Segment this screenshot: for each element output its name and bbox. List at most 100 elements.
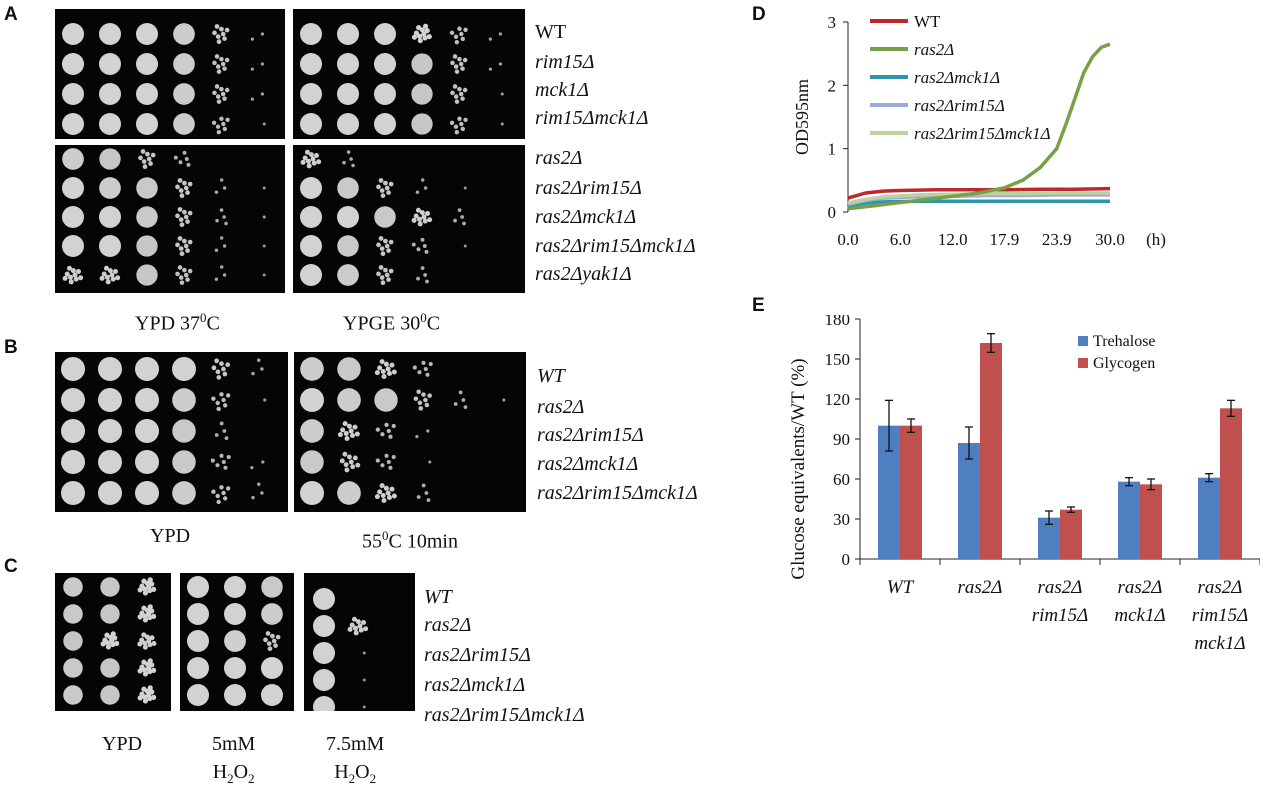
category-label: rim15Δ: [1192, 605, 1249, 626]
colony-dot: [419, 210, 425, 216]
colony-spot: [224, 684, 246, 706]
colony-spot: [337, 23, 359, 45]
colony-dot: [463, 27, 468, 32]
colony-dot: [257, 482, 261, 486]
colony-dot: [383, 485, 389, 491]
colony-dot: [68, 279, 74, 285]
colony-dot: [500, 92, 504, 96]
colony-dot: [391, 369, 397, 375]
bar: [980, 343, 1002, 559]
colony-dot: [178, 160, 183, 165]
colony-dot: [219, 178, 224, 182]
colony-dot: [216, 375, 222, 380]
colony-dot: [263, 637, 268, 643]
colony-dot: [211, 120, 217, 125]
colony-dot: [388, 268, 394, 274]
colony-dot: [224, 27, 230, 33]
plate-a-ypge-bottom: [293, 145, 525, 293]
series-line: [847, 199, 1110, 208]
colony-dot: [100, 641, 106, 647]
colony-spot: [187, 630, 209, 652]
colony-dot: [310, 156, 316, 162]
colony-dot: [449, 30, 455, 35]
colony-dot: [346, 454, 352, 460]
colony-dot: [262, 215, 266, 219]
colony-spot: [61, 357, 85, 381]
colony-dot: [147, 577, 153, 583]
colony-spot: [61, 419, 85, 443]
colony-spot: [300, 83, 322, 105]
category-label: mck1Δ: [1114, 605, 1165, 626]
colony-spot: [374, 23, 396, 45]
colony-spot: [187, 603, 209, 625]
colony-dot: [182, 150, 187, 155]
colony-spot: [374, 388, 398, 412]
colony-dot: [226, 454, 231, 460]
colony-spot: [61, 450, 85, 474]
colony-dot: [273, 643, 278, 648]
colony-dot: [388, 181, 394, 187]
colony-dot: [355, 462, 361, 468]
colony-dot: [262, 122, 266, 126]
colony-dot: [379, 275, 385, 280]
bar: [900, 425, 922, 559]
colony-dot: [173, 155, 178, 160]
colony-dot: [78, 275, 84, 281]
colony-dot: [250, 465, 254, 470]
colony-spot: [100, 604, 120, 624]
colony-dot: [211, 396, 216, 401]
colony-dot: [378, 236, 384, 241]
colony-dot: [363, 626, 369, 632]
colony-dot: [422, 244, 427, 248]
colony-dot: [222, 244, 227, 248]
colony-dot: [105, 279, 111, 285]
legend-label: ras2Δrim15Δ: [914, 96, 1005, 115]
plate-b-heat: [294, 352, 526, 512]
category-label: ras2Δ: [1038, 577, 1083, 598]
colony-dot: [141, 659, 147, 665]
colony-spot: [99, 83, 121, 105]
colony-spot: [172, 481, 196, 505]
colony-dot: [417, 33, 423, 39]
legend-label: Trehalose: [1093, 333, 1156, 350]
colony-dot: [142, 617, 149, 623]
colony-dot: [175, 184, 180, 190]
colony-dot: [453, 218, 457, 223]
colony-dot: [183, 214, 189, 220]
colony-spot: [99, 23, 121, 45]
colony-dot: [384, 185, 390, 191]
colony-dot: [417, 400, 423, 406]
colony-spot: [62, 235, 84, 257]
colony-dot: [453, 34, 459, 39]
colony-dot: [187, 210, 193, 216]
colony-dot: [183, 272, 189, 278]
colony-dot: [500, 122, 504, 126]
colony-dot: [179, 222, 185, 228]
colony-dot: [103, 265, 109, 271]
colony-dot: [375, 427, 380, 432]
colony-dot: [221, 459, 226, 465]
colony-dot: [137, 695, 143, 701]
colony-dot: [380, 432, 385, 437]
colony-spot: [300, 357, 324, 381]
colony-dot: [388, 434, 393, 439]
colony-dot: [353, 630, 359, 636]
colony-dot: [454, 99, 460, 104]
colony-dot: [389, 362, 395, 368]
colony-dot: [388, 465, 393, 470]
colony-dot: [182, 209, 187, 215]
colony-dot: [107, 268, 113, 274]
colony-dot: [346, 423, 352, 429]
colony-spot: [187, 576, 209, 598]
colony-dot: [426, 33, 432, 40]
y-tick-label: 0: [828, 203, 837, 222]
colony-dot: [185, 219, 190, 224]
colony-dot: [110, 631, 116, 637]
panel-d-letter: D: [752, 4, 766, 25]
colony-dot: [221, 490, 226, 496]
colony-dot: [453, 124, 459, 129]
colony-dot: [64, 271, 70, 277]
colony-dot: [266, 641, 272, 646]
colony-dot: [112, 268, 119, 274]
